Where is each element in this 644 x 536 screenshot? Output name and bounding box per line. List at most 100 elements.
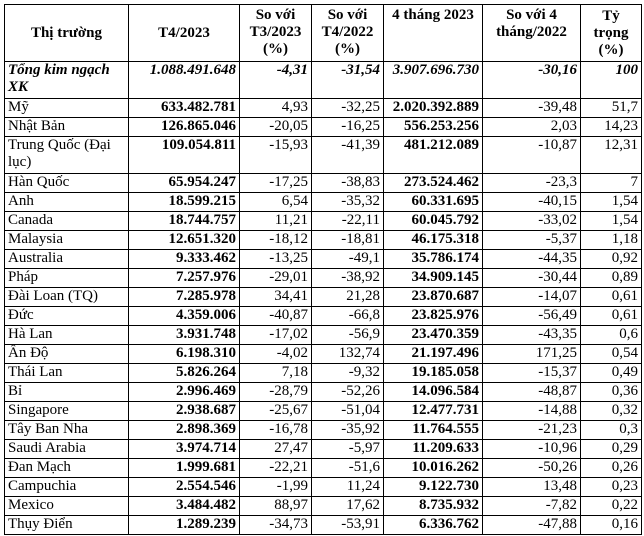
vs-4-months-2022-value: -21,23 <box>482 420 581 440</box>
four-months-2023-value: 34.909.145 <box>383 268 483 288</box>
vs-t3-2023-value: -29,01 <box>239 268 312 288</box>
vs-4-months-2022-value: -30,44 <box>482 268 581 288</box>
vs-t3-2023-value: -25,67 <box>239 401 312 421</box>
vs-4-months-2022-value: -14,88 <box>482 401 581 421</box>
vs-t4-2022-value: -35,32 <box>311 192 384 212</box>
vs-t4-2022-value: -22,11 <box>311 211 384 231</box>
share-value: 0,23 <box>580 477 642 497</box>
share-value: 0,3 <box>580 420 642 440</box>
t4-2023-value: 3.931.748 <box>128 325 240 345</box>
market-name: Đài Loan (TQ) <box>4 287 129 307</box>
t4-2023-value: 1.088.491.648 <box>128 61 240 99</box>
table-row: Ấn Độ 6.198.310 -4,02 132,74 21.197.496 171,2… <box>4 344 642 364</box>
vs-4-months-2022-value: -39,48 <box>482 98 581 118</box>
four-months-2023-value: 23.870.687 <box>383 287 483 307</box>
four-months-2023-value: 481.212.089 <box>383 136 483 174</box>
market-name: Hà Lan <box>4 325 129 345</box>
vs-t3-2023-value: -40,87 <box>239 306 312 326</box>
share-value: 1,54 <box>580 192 642 212</box>
table-row: Nhật Bản 126.865.046 -20,05 -16,25 556.253.2… <box>4 117 642 137</box>
four-months-2023-value: 8.735.932 <box>383 496 483 516</box>
table-row: Campuchia 2.554.546 -1,99 11,24 9.122.730 13,… <box>4 477 642 497</box>
t4-2023-value: 7.257.976 <box>128 268 240 288</box>
vs-t4-2022-value: 11,24 <box>311 477 384 497</box>
t4-2023-value: 18.599.215 <box>128 192 240 212</box>
t4-2023-value: 2.554.546 <box>128 477 240 497</box>
market-name: Bỉ <box>4 382 129 402</box>
vs-t4-2022-value: -18,81 <box>311 230 384 250</box>
vs-4-months-2022-value: -5,37 <box>482 230 581 250</box>
t4-2023-value: 18.744.757 <box>128 211 240 231</box>
export-market-table: Thị trường T4/2023 So với T3/2023 (%) So… <box>4 4 642 535</box>
header-4-months-2023: 4 tháng 2023 <box>383 4 483 62</box>
share-value: 14,23 <box>580 117 642 137</box>
four-months-2023-value: 2.020.392.889 <box>383 98 483 118</box>
four-months-2023-value: 23.470.359 <box>383 325 483 345</box>
table-row: Canada 18.744.757 11,21 -22,11 60.045.792 -33… <box>4 211 642 231</box>
table-row: Pháp 7.257.976 -29,01 -38,92 34.909.145 -30,4… <box>4 268 642 288</box>
t4-2023-value: 1.289.239 <box>128 515 240 535</box>
share-value: 0,32 <box>580 401 642 421</box>
t4-2023-value: 1.999.681 <box>128 458 240 478</box>
vs-t4-2022-value: -5,97 <box>311 439 384 459</box>
table-row: Singapore 2.938.687 -25,67 -51,04 12.477.731… <box>4 401 642 421</box>
four-months-2023-value: 35.786.174 <box>383 249 483 269</box>
four-months-2023-value: 23.825.976 <box>383 306 483 326</box>
vs-t3-2023-value: 88,97 <box>239 496 312 516</box>
t4-2023-value: 633.482.781 <box>128 98 240 118</box>
table-row: Hà Lan 3.931.748 -17,02 -56,9 23.470.359 -43,… <box>4 325 642 345</box>
vs-t4-2022-value: -9,32 <box>311 363 384 383</box>
share-value: 100 <box>580 61 642 99</box>
t4-2023-value: 2.996.469 <box>128 382 240 402</box>
header-share: Tỷ trọng (%) <box>580 4 642 62</box>
vs-4-months-2022-value: -33,02 <box>482 211 581 231</box>
vs-4-months-2022-value: 13,48 <box>482 477 581 497</box>
share-value: 1,54 <box>580 211 642 231</box>
header-vs-4-months-2022: So với 4 tháng/2022 <box>482 4 581 62</box>
t4-2023-value: 65.954.247 <box>128 173 240 193</box>
vs-t3-2023-value: 6,54 <box>239 192 312 212</box>
vs-4-months-2022-value: -48,87 <box>482 382 581 402</box>
vs-t3-2023-value: -17,25 <box>239 173 312 193</box>
share-value: 0,6 <box>580 325 642 345</box>
four-months-2023-value: 12.477.731 <box>383 401 483 421</box>
vs-4-months-2022-value: -7,82 <box>482 496 581 516</box>
table-row: Anh 18.599.215 6,54 -35,32 60.331.695 -40,15 1… <box>4 192 642 212</box>
market-name: Hàn Quốc <box>4 173 129 193</box>
four-months-2023-value: 14.096.584 <box>383 382 483 402</box>
vs-t3-2023-value: 34,41 <box>239 287 312 307</box>
vs-t3-2023-value: -16,78 <box>239 420 312 440</box>
market-name: Đan Mạch <box>4 458 129 478</box>
vs-4-months-2022-value: 171,25 <box>482 344 581 364</box>
vs-t4-2022-value: 132,74 <box>311 344 384 364</box>
market-name: Tổng kim ngạch XK <box>4 61 129 99</box>
header-vs-t4-2022: So với T4/2022 (%) <box>311 4 384 62</box>
share-value: 0,22 <box>580 496 642 516</box>
vs-t3-2023-value: -18,12 <box>239 230 312 250</box>
market-name: Mỹ <box>4 98 129 118</box>
four-months-2023-value: 556.253.256 <box>383 117 483 137</box>
header-t4-2023: T4/2023 <box>128 4 240 62</box>
vs-t4-2022-value: -51,6 <box>311 458 384 478</box>
vs-t4-2022-value: -49,1 <box>311 249 384 269</box>
share-value: 0,16 <box>580 515 642 535</box>
vs-t3-2023-value: 4,93 <box>239 98 312 118</box>
vs-t4-2022-value: -31,54 <box>311 61 384 99</box>
vs-4-months-2022-value: -40,15 <box>482 192 581 212</box>
vs-4-months-2022-value: -23,3 <box>482 173 581 193</box>
share-value: 0,89 <box>580 268 642 288</box>
vs-t4-2022-value: 17,62 <box>311 496 384 516</box>
share-value: 12,31 <box>580 136 642 174</box>
table-row: Trung Quốc (Đại lục) 109.054.811 -15,93 -41… <box>4 136 642 174</box>
share-value: 0,49 <box>580 363 642 383</box>
vs-4-months-2022-value: -50,26 <box>482 458 581 478</box>
vs-t3-2023-value: 7,18 <box>239 363 312 383</box>
vs-t4-2022-value: -53,91 <box>311 515 384 535</box>
market-name: Thái Lan <box>4 363 129 383</box>
share-value: 51,7 <box>580 98 642 118</box>
vs-4-months-2022-value: 2,03 <box>482 117 581 137</box>
market-name: Anh <box>4 192 129 212</box>
header-vs-t3-2023: So với T3/2023 (%) <box>239 4 312 62</box>
market-name: Trung Quốc (Đại lục) <box>4 136 129 174</box>
four-months-2023-value: 21.197.496 <box>383 344 483 364</box>
